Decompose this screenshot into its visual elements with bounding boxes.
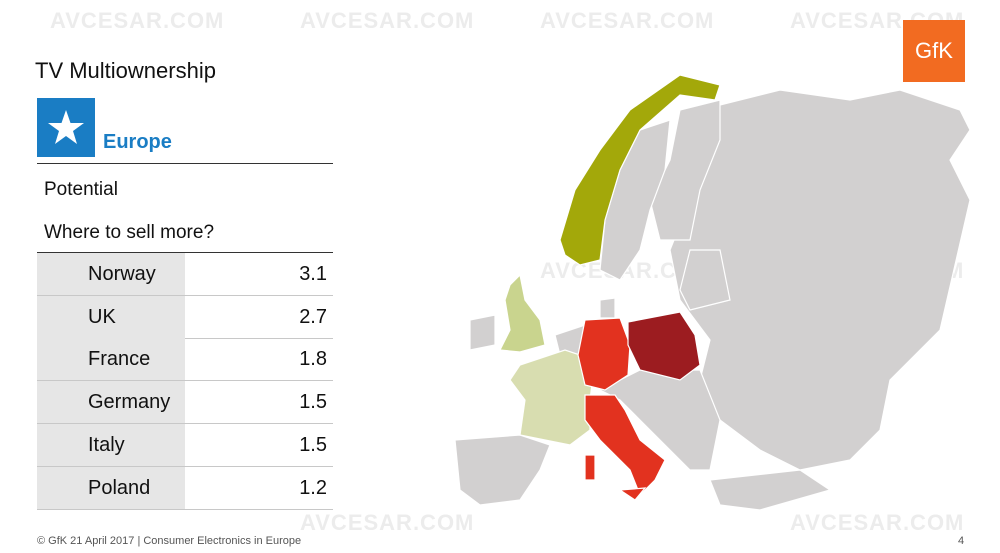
table-row: Italy 1.5 xyxy=(37,423,333,467)
table-row: UK 2.7 xyxy=(37,295,333,339)
logo: GfK xyxy=(903,20,965,82)
flag xyxy=(41,303,69,331)
table-row: Germany 1.5 xyxy=(37,381,333,425)
flag xyxy=(41,345,69,373)
title: TV Multiownership xyxy=(35,58,216,83)
map xyxy=(454,74,971,511)
section-label: Europe xyxy=(103,131,172,153)
table-row: Poland 1.2 xyxy=(37,466,333,510)
country: Germany xyxy=(88,391,171,414)
watermark: AVCESAR.COM xyxy=(540,8,715,33)
footer: © GfK 21 April 2017 | Consumer Electroni… xyxy=(37,535,302,547)
row-shade xyxy=(37,466,185,509)
flag xyxy=(41,474,69,502)
flag xyxy=(41,388,69,416)
country: Italy xyxy=(88,433,125,456)
row-shade xyxy=(37,381,185,424)
flag xyxy=(41,431,69,459)
value: 2.7 xyxy=(299,305,327,328)
country: France xyxy=(88,348,151,371)
value: 1.5 xyxy=(299,391,327,414)
divider xyxy=(37,163,333,164)
flag xyxy=(41,260,69,288)
country: Poland xyxy=(88,476,151,499)
row-shade xyxy=(37,423,185,466)
page-number: 4 xyxy=(958,535,965,547)
watermark: AVCESAR.COM xyxy=(790,510,965,535)
divider xyxy=(37,252,333,253)
value: 1.5 xyxy=(299,433,327,456)
country: Norway xyxy=(88,263,156,285)
watermark: AVCESAR.COM xyxy=(300,510,475,535)
value: 3.1 xyxy=(299,263,327,285)
logo-text: GfK xyxy=(915,38,953,63)
heading: Potential xyxy=(44,179,118,200)
country: UK xyxy=(88,305,116,328)
watermark: AVCESAR.COM xyxy=(50,8,225,33)
row-shade xyxy=(37,338,185,381)
table-row: France 1.8 xyxy=(37,338,333,382)
europe-icon xyxy=(37,98,95,157)
subheading: Where to sell more? xyxy=(44,222,215,243)
value: 1.8 xyxy=(299,348,327,371)
row-shade xyxy=(37,295,185,338)
row-shade xyxy=(37,253,185,295)
value: 1.2 xyxy=(299,476,327,499)
table-row: Norway 3.1 xyxy=(37,253,333,296)
watermark: AVCESAR.COM xyxy=(300,8,475,33)
